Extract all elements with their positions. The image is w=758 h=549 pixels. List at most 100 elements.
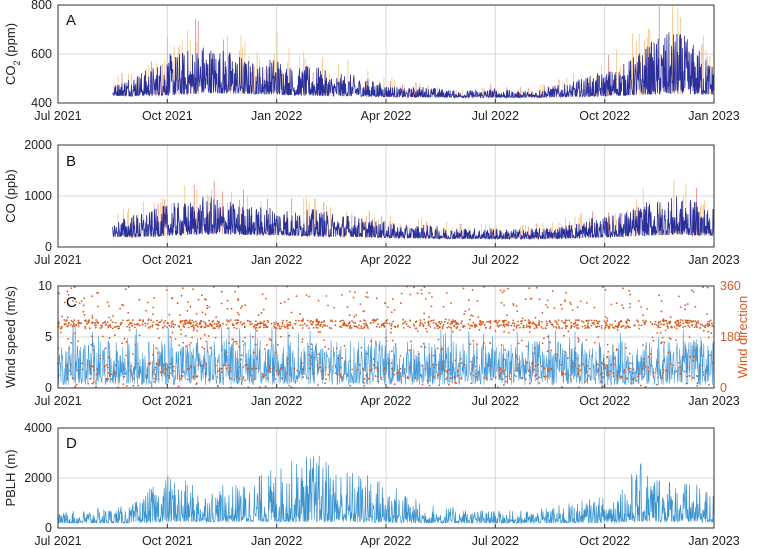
wind-direction-point bbox=[101, 324, 104, 327]
wind-direction-point bbox=[210, 324, 213, 327]
wind-direction-point bbox=[446, 322, 449, 325]
wind-direction-point bbox=[621, 304, 624, 307]
wind-direction-point bbox=[626, 322, 628, 325]
wind-direction-point bbox=[158, 364, 161, 366]
wind-direction-point bbox=[529, 382, 531, 385]
wind-direction-point bbox=[74, 385, 77, 388]
wind-direction-point bbox=[357, 368, 359, 371]
x-tick-label: Jan 2023 bbox=[688, 109, 739, 123]
wind-direction-point bbox=[133, 323, 136, 326]
wind-direction-point bbox=[119, 323, 122, 326]
wind-direction-point bbox=[209, 347, 212, 349]
wind-direction-point bbox=[144, 322, 147, 325]
wind-direction-point bbox=[352, 296, 355, 299]
wind-direction-point bbox=[68, 347, 71, 350]
wind-direction-point bbox=[570, 303, 572, 305]
wind-direction-point bbox=[287, 298, 290, 300]
wind-direction-point bbox=[512, 319, 515, 322]
wind-direction-point bbox=[83, 313, 86, 316]
wind-direction-point bbox=[286, 325, 289, 327]
wind-direction-point bbox=[215, 323, 218, 326]
wind-direction-point bbox=[576, 327, 578, 329]
wind-direction-point bbox=[302, 376, 305, 379]
wind-direction-point bbox=[445, 292, 448, 294]
wind-direction-point bbox=[236, 322, 238, 324]
wind-direction-point bbox=[479, 320, 482, 322]
wind-direction-point bbox=[91, 382, 94, 385]
wind-direction-point bbox=[675, 327, 678, 330]
wind-direction-point bbox=[141, 323, 144, 326]
wind-direction-point bbox=[218, 367, 221, 370]
wind-direction-point bbox=[662, 369, 665, 372]
wind-direction-point bbox=[325, 295, 328, 297]
panel-a-y-label: CO2 (ppm) bbox=[3, 23, 22, 85]
wind-direction-point bbox=[601, 376, 604, 379]
wind-direction-point bbox=[257, 314, 260, 316]
wind-direction-point bbox=[703, 325, 705, 328]
wind-direction-point bbox=[432, 363, 434, 366]
panel-d-label: D bbox=[66, 435, 77, 452]
y-tick-label: 800 bbox=[31, 0, 52, 12]
wind-direction-point bbox=[217, 370, 220, 372]
wind-direction-point bbox=[142, 319, 145, 322]
panel-a-x-ticks: Jul 2021 Oct 2021 Jan 2022 Apr 2022 Jul 2022… bbox=[34, 99, 740, 123]
wind-direction-point bbox=[545, 327, 547, 330]
wind-direction-point bbox=[483, 342, 485, 345]
wind-direction-point bbox=[242, 376, 245, 378]
wind-direction-point bbox=[182, 323, 185, 326]
wind-direction-point bbox=[596, 321, 599, 323]
wind-direction-point bbox=[503, 324, 505, 327]
wind-direction-point bbox=[403, 321, 406, 324]
wind-direction-point bbox=[699, 323, 702, 326]
wind-direction-point bbox=[500, 301, 503, 304]
wind-direction-point bbox=[505, 380, 508, 383]
wind-direction-point bbox=[138, 334, 141, 337]
wind-direction-point bbox=[244, 364, 247, 367]
wind-direction-point bbox=[152, 371, 155, 374]
wind-direction-point bbox=[204, 313, 207, 316]
wind-direction-point bbox=[585, 370, 588, 373]
wind-direction-point bbox=[58, 292, 60, 295]
wind-direction-point bbox=[463, 325, 466, 327]
wind-direction-point bbox=[340, 319, 343, 322]
wind-direction-point bbox=[80, 300, 83, 302]
wind-direction-point bbox=[560, 386, 563, 388]
wind-direction-point bbox=[421, 383, 424, 386]
wind-direction-point bbox=[182, 287, 184, 290]
wind-direction-point bbox=[649, 352, 652, 355]
wind-direction-point bbox=[164, 319, 167, 322]
wind-direction-point bbox=[459, 329, 461, 331]
wind-direction-point bbox=[514, 354, 517, 357]
wind-direction-point bbox=[468, 308, 471, 311]
wind-direction-point bbox=[575, 319, 577, 321]
wind-direction-point bbox=[93, 381, 95, 383]
wind-direction-point bbox=[578, 319, 580, 322]
wind-direction-point bbox=[226, 307, 229, 310]
wind-direction-point bbox=[348, 314, 351, 316]
wind-direction-point bbox=[686, 365, 689, 368]
wind-direction-point bbox=[147, 326, 150, 329]
wind-direction-point bbox=[277, 323, 279, 326]
wind-direction-point bbox=[382, 370, 385, 373]
wind-direction-point bbox=[546, 350, 549, 352]
wind-direction-point bbox=[573, 325, 576, 328]
wind-direction-point bbox=[570, 321, 572, 324]
wind-direction-point bbox=[144, 325, 147, 327]
wind-direction-point bbox=[128, 324, 130, 326]
wind-direction-point bbox=[311, 323, 313, 326]
wind-direction-point bbox=[70, 364, 72, 366]
wind-direction-point bbox=[91, 322, 94, 325]
wind-direction-point bbox=[605, 367, 607, 369]
wind-direction-point bbox=[323, 339, 325, 341]
wind-direction-point bbox=[538, 376, 541, 379]
wind-direction-point bbox=[626, 325, 629, 327]
wind-direction-point bbox=[527, 325, 530, 328]
wind-direction-point bbox=[407, 325, 409, 328]
wind-direction-point bbox=[75, 383, 78, 386]
wind-direction-point bbox=[534, 375, 536, 377]
wind-direction-point bbox=[265, 324, 268, 327]
wind-direction-point bbox=[268, 366, 271, 368]
wind-direction-point bbox=[287, 327, 289, 330]
wind-direction-point bbox=[201, 325, 203, 328]
wind-direction-point bbox=[324, 366, 327, 369]
